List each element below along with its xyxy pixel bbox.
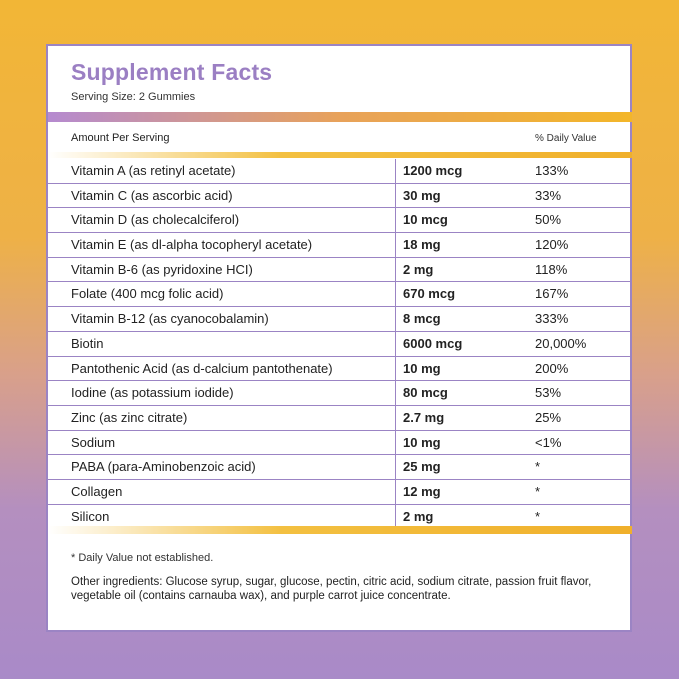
nutrient-amount: 6000 mcg: [403, 335, 463, 351]
table-row: Silicon 2 mg *: [48, 505, 632, 529]
table-row: Vitamin A (as retinyl acetate) 1200 mcg 13…: [48, 159, 632, 184]
nutrient-name: PABA (para-Aminobenzoic acid): [71, 459, 256, 475]
nutrient-amount: 2.7 mg: [403, 409, 445, 425]
nutrient-amount: 18 mg: [403, 237, 441, 253]
nutrient-amount: 10 mg: [403, 360, 441, 376]
nutrient-daily-value: <1%: [535, 434, 562, 450]
nutrient-daily-value: 50%: [535, 212, 562, 228]
nutrient-amount: 25 mg: [403, 459, 441, 475]
table-row: Vitamin B-12 (as cyanocobalamin) 8 mcg 333…: [48, 307, 632, 332]
nutrient-name: Vitamin A (as retinyl acetate): [71, 163, 236, 178]
nutrient-daily-value: 118%: [535, 261, 568, 277]
table-row: Sodium 10 mg <1%: [48, 431, 632, 456]
gradient-divider-bottom: [48, 526, 632, 534]
nutrient-amount: 10 mcg: [403, 212, 448, 228]
nutrient-amount: 670 mcg: [403, 286, 456, 302]
serving-size: Serving Size: 2 Gummies: [71, 91, 196, 103]
table-row: Vitamin E (as dl-alpha tocopheryl acetat…: [48, 233, 632, 258]
footnote: * Daily Value not established.: [71, 552, 214, 564]
nutrient-name: Pantothenic Acid (as d-calcium pantothen…: [71, 360, 333, 376]
column-divider: [395, 159, 396, 526]
nutrient-amount: 2 mg: [403, 508, 434, 524]
nutrient-daily-value: 25%: [535, 409, 562, 425]
table-row: PABA (para-Aminobenzoic acid) 25 mg *: [48, 455, 632, 480]
nutrient-daily-value: *: [535, 508, 541, 524]
nutrient-daily-value: 120%: [535, 237, 569, 253]
nutrient-name: Silicon: [71, 508, 110, 524]
table-row: Vitamin B-6 (as pyridoxine HCI) 2 mg 118%: [48, 258, 632, 283]
supplement-facts-panel: Supplement Facts Serving Size: 2 Gummies…: [46, 44, 632, 632]
nutrient-name: Folate (400 mcg folic acid): [71, 286, 224, 302]
nutrient-daily-value: 133%: [535, 163, 569, 178]
table-row: Vitamin C (as ascorbic acid) 30 mg 33%: [48, 184, 632, 209]
nutrient-amount: 30 mg: [403, 187, 441, 203]
nutrient-daily-value: 200%: [535, 360, 569, 376]
daily-value-label: % Daily Value: [535, 133, 597, 144]
nutrient-amount: 1200 mcg: [403, 163, 463, 178]
table-row: Biotin 6000 mcg 20,000%: [48, 332, 632, 357]
nutrient-name: Vitamin D (as cholecalciferol): [71, 212, 240, 228]
nutrient-amount: 80 mcg: [403, 385, 448, 401]
nutrient-name: Collagen: [71, 483, 123, 499]
nutrient-name: Vitamin B-12 (as cyanocobalamin): [71, 311, 269, 327]
nutrient-amount: 10 mg: [403, 434, 441, 450]
table-header: Amount Per Serving % Daily Value: [48, 124, 632, 152]
table-row: Iodine (as potassium iodide) 80 mcg 53%: [48, 381, 632, 406]
page-title: Supplement Facts: [71, 59, 273, 85]
other-ingredients: Other ingredients: Glucose syrup, sugar,…: [71, 576, 592, 602]
table-row: Pantothenic Acid (as d-calcium pantothen…: [48, 357, 632, 382]
nutrient-name: Biotin: [71, 335, 104, 351]
nutrient-daily-value: 167%: [535, 286, 569, 302]
nutrient-daily-value: 20,000%: [535, 335, 587, 351]
nutrient-amount: 8 mcg: [403, 311, 441, 327]
nutrient-name: Vitamin C (as ascorbic acid): [71, 187, 233, 203]
table-row: Collagen 12 mg *: [48, 480, 632, 505]
nutrient-name: Zinc (as zinc citrate): [71, 409, 188, 425]
nutrient-name: Vitamin E (as dl-alpha tocopheryl acetat…: [71, 237, 313, 253]
gradient-divider-top: [48, 112, 632, 122]
nutrient-name: Iodine (as potassium iodide): [71, 385, 234, 401]
nutrient-amount: 2 mg: [403, 261, 434, 277]
nutrient-amount: 12 mg: [403, 483, 441, 499]
table-row: Zinc (as zinc citrate) 2.7 mg 25%: [48, 406, 632, 431]
nutrient-daily-value: 333%: [535, 311, 569, 327]
table-row: Folate (400 mcg folic acid) 670 mcg 167%: [48, 282, 632, 308]
nutrient-table: Vitamin A (as retinyl acetate) 1200 mcg 13…: [48, 159, 632, 528]
gradient-divider-header: [48, 152, 632, 158]
nutrient-daily-value: 53%: [535, 385, 562, 401]
nutrient-name: Sodium: [71, 434, 116, 450]
amount-per-serving-label: Amount Per Serving: [71, 132, 170, 144]
table-row: Vitamin D (as cholecalciferol) 10 mcg 50%: [48, 208, 632, 234]
nutrient-daily-value: *: [535, 459, 541, 475]
nutrient-daily-value: *: [535, 483, 541, 499]
nutrient-name: Vitamin B-6 (as pyridoxine HCI): [71, 261, 253, 277]
nutrient-daily-value: 33%: [535, 187, 562, 203]
